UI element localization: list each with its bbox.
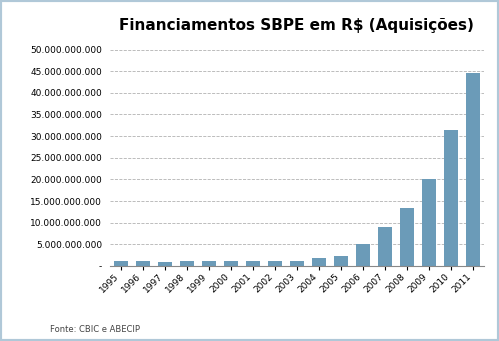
Bar (114, 261, 128, 266)
Bar (466, 73, 480, 266)
Bar (136, 262, 150, 266)
Title: Financiamentos SBPE em R$ (Aquisições): Financiamentos SBPE em R$ (Aquisições) (119, 18, 475, 33)
Bar (356, 244, 370, 266)
Text: Fonte: CBIC e ABECIP: Fonte: CBIC e ABECIP (50, 325, 140, 335)
Bar (246, 261, 260, 266)
Bar (158, 262, 172, 266)
Bar (202, 262, 216, 266)
Bar (400, 208, 414, 266)
Bar (378, 227, 392, 266)
Bar (180, 262, 194, 266)
Bar (268, 261, 282, 266)
Bar (224, 261, 238, 266)
Bar (290, 261, 304, 266)
Bar (334, 256, 348, 266)
Bar (422, 179, 436, 266)
Bar (312, 258, 326, 266)
Bar (444, 130, 458, 266)
